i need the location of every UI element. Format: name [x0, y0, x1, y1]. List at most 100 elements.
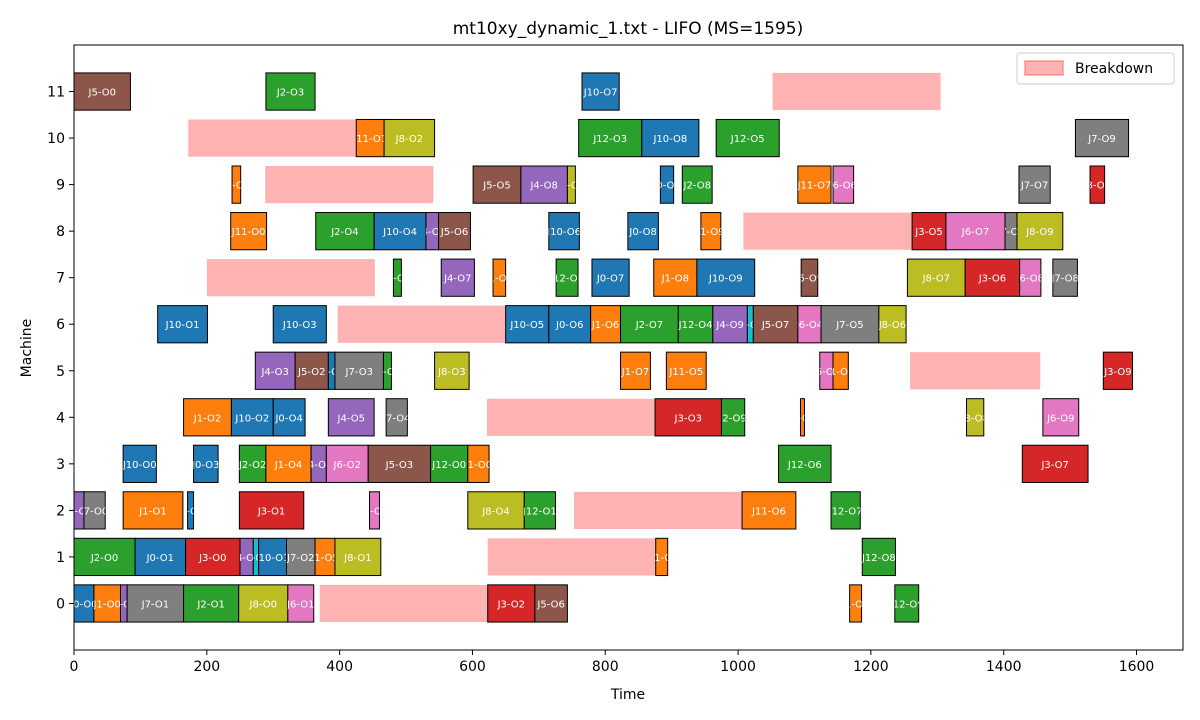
operation-label: J6-O9: [1046, 413, 1074, 424]
operation-label: J4-O6: [418, 227, 446, 238]
operation-bar: [392, 258, 402, 297]
operation-bar: [187, 491, 195, 530]
operation-label: J3-O1: [257, 506, 285, 517]
operation-label: J10-O0: [122, 460, 157, 471]
operation-bar: [715, 118, 780, 158]
operation-bar: [712, 305, 748, 344]
operation-label: J4-O9: [715, 320, 743, 331]
operation-bar: [966, 398, 985, 437]
operation-label: J2-O3: [276, 88, 304, 99]
operation-label: J3-O5: [914, 227, 942, 238]
y-tick-label: 5: [56, 364, 65, 380]
operation-bar: [1074, 118, 1130, 158]
y-tick-label: 1: [56, 550, 65, 566]
operation-label: J11-O0: [231, 227, 266, 238]
operation-label: J6-O8: [1016, 274, 1044, 285]
operation-bar: [1016, 212, 1064, 251]
operation-bar: [799, 398, 805, 437]
operation-bar: [620, 305, 679, 344]
operation-bar: [472, 165, 522, 204]
operation-label: J10-O4: [382, 227, 417, 238]
operation-bar: [369, 491, 380, 530]
operation-bar: [230, 398, 274, 437]
y-tick-label: 2: [56, 503, 65, 519]
operation-label: J12-O4: [678, 320, 713, 331]
operation-bar: [849, 584, 863, 623]
operation-bar: [878, 305, 907, 344]
operation-label: J5-O6: [536, 599, 564, 610]
operation-bar: [272, 398, 306, 437]
operation-bar: [230, 212, 268, 251]
y-tick-label: 7: [56, 271, 65, 287]
operation-label: J10-O2: [234, 413, 269, 424]
operation-bar: [434, 351, 470, 390]
breakdown-bar: [319, 584, 488, 623]
y-tick-label: 8: [56, 224, 65, 240]
operation-label: J1-O6: [485, 274, 513, 285]
breakdown-bar: [772, 72, 941, 111]
operation-label: J10-O1: [255, 553, 290, 564]
operation-label: J7-O5: [835, 320, 863, 331]
operation-bar: [1089, 165, 1106, 204]
breakdown-bar: [743, 212, 912, 250]
legend-label-breakdown: Breakdown: [1075, 61, 1153, 77]
operation-label: J11-O7: [797, 181, 832, 192]
operation-bar: [383, 118, 436, 158]
operation-bar: [367, 444, 432, 483]
operation-label: J11-O6: [751, 506, 786, 517]
operation-bar: [620, 351, 651, 390]
operation-bar: [523, 491, 556, 530]
operation-label: J10-O5: [509, 320, 544, 331]
operation-label: J5-O2: [297, 367, 325, 378]
operation-bar: [1019, 258, 1042, 297]
operation-bar: [134, 537, 187, 577]
operation-bar: [627, 212, 659, 251]
operation-label: J8-O2: [395, 134, 423, 145]
operation-label: J9-O4: [736, 320, 764, 331]
operation-label: J10-O1: [165, 320, 200, 331]
operation-bar: [1018, 165, 1051, 204]
operation-label: J4-O5: [337, 413, 365, 424]
operation-label: J8-O7: [922, 274, 950, 285]
operation-bar: [122, 491, 184, 530]
y-tick-label: 6: [56, 317, 65, 333]
operation-label: J0-O4: [274, 413, 302, 424]
operation-bar: [315, 212, 375, 251]
operation-bar: [73, 72, 131, 111]
operation-label: J12-O4: [549, 274, 584, 285]
operation-bar: [578, 118, 643, 158]
operation-label: J6-O6: [829, 181, 857, 192]
operation-label: J1-O2: [222, 181, 250, 192]
operation-bar: [520, 165, 568, 204]
operation-label: J1-O2: [193, 413, 221, 424]
operation-label: J6-O2: [333, 460, 361, 471]
operation-bar: [1102, 351, 1134, 390]
operation-label: J4-O3: [260, 367, 288, 378]
x-tick-label: 1000: [720, 659, 756, 675]
operation-label: J2-O4: [330, 227, 358, 238]
x-tick-label: 1400: [986, 659, 1022, 675]
operation-label: J0-O5: [317, 367, 345, 378]
operation-bar: [183, 584, 240, 623]
operation-label: J4-O8: [529, 181, 557, 192]
operation-label: J5-O3: [385, 460, 413, 471]
operation-bar: [334, 537, 382, 577]
operation-label: J3-O2: [497, 599, 525, 610]
y-tick-label: 3: [56, 457, 65, 473]
operation-label: J11-O2: [644, 553, 679, 564]
operation-label: J10-O7: [583, 88, 618, 99]
operation-label: J8-O8: [960, 413, 988, 424]
operation-label: J3-O3: [674, 413, 702, 424]
operation-label: J7-O0: [80, 506, 108, 517]
operation-bar: [677, 305, 714, 344]
operation-bar: [665, 351, 707, 390]
legend: Breakdown: [1016, 52, 1175, 85]
x-tick-label: 0: [70, 659, 79, 675]
operation-bar: [238, 491, 305, 530]
operation-bar: [438, 212, 471, 251]
operation-label: J7-O1: [141, 599, 169, 610]
operation-label: J1-O0: [92, 599, 120, 610]
operation-bar: [741, 491, 797, 530]
operation-label: J0-O0: [69, 599, 97, 610]
operation-label: J7-O4: [382, 413, 410, 424]
